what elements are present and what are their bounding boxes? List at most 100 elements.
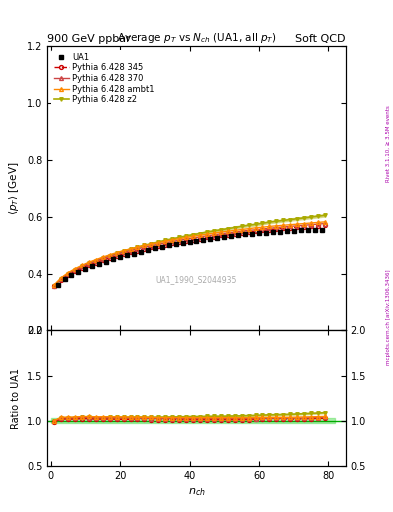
Pythia 6.428 345 xyxy=(59,277,63,283)
Text: mcplots.cern.ch [arXiv:1306.3436]: mcplots.cern.ch [arXiv:1306.3436] xyxy=(386,270,391,365)
Pythia 6.428 z2 xyxy=(86,260,91,266)
Pythia 6.428 370 xyxy=(316,221,320,227)
UA1 xyxy=(257,230,261,237)
UA1 xyxy=(125,252,129,258)
UA1 xyxy=(264,229,268,236)
Line: UA1: UA1 xyxy=(55,227,324,287)
Pythia 6.428 370 xyxy=(211,232,216,238)
Pythia 6.428 ambt1 xyxy=(114,249,119,255)
Pythia 6.428 ambt1 xyxy=(156,240,161,246)
Pythia 6.428 345 xyxy=(184,238,188,244)
Pythia 6.428 370 xyxy=(219,231,223,237)
Pythia 6.428 370 xyxy=(114,251,119,258)
Pythia 6.428 345 xyxy=(94,260,98,266)
Pythia 6.428 ambt1 xyxy=(323,219,327,225)
Pythia 6.428 ambt1 xyxy=(309,220,314,226)
Pythia 6.428 345 xyxy=(163,242,167,248)
Pythia 6.428 z2 xyxy=(128,246,133,252)
Pythia 6.428 ambt1 xyxy=(184,234,188,241)
Pythia 6.428 370 xyxy=(281,224,286,230)
Pythia 6.428 345 xyxy=(219,232,223,239)
Pythia 6.428 345 xyxy=(66,272,70,278)
Pythia 6.428 ambt1 xyxy=(205,231,209,237)
Pythia 6.428 z2 xyxy=(198,230,202,237)
Pythia 6.428 345 xyxy=(253,228,258,234)
Pythia 6.428 370 xyxy=(73,267,77,273)
Pythia 6.428 z2 xyxy=(142,242,147,248)
Pythia 6.428 345 xyxy=(79,265,84,271)
UA1 xyxy=(160,244,164,250)
Pythia 6.428 z2 xyxy=(149,241,154,247)
Pythia 6.428 z2 xyxy=(107,252,112,259)
Pythia 6.428 345 xyxy=(295,224,299,230)
Pythia 6.428 345 xyxy=(142,246,147,252)
Pythia 6.428 z2 xyxy=(274,218,279,224)
UA1 xyxy=(69,272,74,278)
Pythia 6.428 z2 xyxy=(156,239,161,245)
Pythia 6.428 345 xyxy=(316,223,320,229)
Pythia 6.428 345 xyxy=(149,244,154,250)
Legend: UA1, Pythia 6.428 345, Pythia 6.428 370, Pythia 6.428 ambt1, Pythia 6.428 z2: UA1, Pythia 6.428 345, Pythia 6.428 370,… xyxy=(51,50,157,107)
Pythia 6.428 345 xyxy=(211,233,216,240)
Pythia 6.428 370 xyxy=(66,270,70,276)
Pythia 6.428 z2 xyxy=(114,250,119,257)
Pythia 6.428 345 xyxy=(267,227,272,233)
Pythia 6.428 345 xyxy=(191,237,195,243)
Pythia 6.428 345 xyxy=(121,251,126,257)
Pythia 6.428 ambt1 xyxy=(198,232,202,238)
Pythia 6.428 ambt1 xyxy=(232,227,237,233)
Pythia 6.428 z2 xyxy=(79,263,84,269)
Pythia 6.428 ambt1 xyxy=(121,247,126,253)
Pythia 6.428 345 xyxy=(323,222,327,228)
Pythia 6.428 345 xyxy=(260,227,265,233)
Pythia 6.428 z2 xyxy=(219,227,223,233)
Pythia 6.428 345 xyxy=(177,239,182,245)
Pythia 6.428 z2 xyxy=(211,228,216,234)
Pythia 6.428 z2 xyxy=(316,213,320,219)
Pythia 6.428 ambt1 xyxy=(191,233,195,240)
Pythia 6.428 z2 xyxy=(302,215,307,221)
Pythia 6.428 ambt1 xyxy=(163,238,167,244)
Pythia 6.428 345 xyxy=(226,231,230,238)
Pythia 6.428 370 xyxy=(246,227,251,233)
Pythia 6.428 z2 xyxy=(288,217,293,223)
Pythia 6.428 z2 xyxy=(323,212,327,219)
Pythia 6.428 370 xyxy=(59,275,63,282)
UA1 xyxy=(229,233,233,239)
UA1 xyxy=(208,236,213,242)
Pythia 6.428 ambt1 xyxy=(281,222,286,228)
UA1 xyxy=(187,239,192,245)
Pythia 6.428 z2 xyxy=(246,222,251,228)
Pythia 6.428 370 xyxy=(295,223,299,229)
Pythia 6.428 ambt1 xyxy=(128,246,133,252)
Pythia 6.428 345 xyxy=(128,249,133,255)
Pythia 6.428 z2 xyxy=(135,244,140,250)
Pythia 6.428 370 xyxy=(205,233,209,239)
UA1 xyxy=(145,247,150,253)
Line: Pythia 6.428 ambt1: Pythia 6.428 ambt1 xyxy=(52,220,327,287)
UA1 xyxy=(152,245,157,251)
Pythia 6.428 z2 xyxy=(232,224,237,230)
UA1 xyxy=(194,238,199,244)
UA1 xyxy=(62,276,67,282)
Pythia 6.428 ambt1 xyxy=(66,270,70,276)
Pythia 6.428 370 xyxy=(163,240,167,246)
Pythia 6.428 ambt1 xyxy=(302,221,307,227)
Pythia 6.428 370 xyxy=(323,221,327,227)
Pythia 6.428 ambt1 xyxy=(59,275,63,281)
Text: 900 GeV ppbar: 900 GeV ppbar xyxy=(47,33,131,44)
Pythia 6.428 345 xyxy=(114,253,119,259)
Pythia 6.428 z2 xyxy=(66,270,70,276)
UA1 xyxy=(180,240,185,246)
Pythia 6.428 370 xyxy=(149,243,154,249)
UA1 xyxy=(118,254,123,260)
UA1 xyxy=(90,263,95,269)
UA1 xyxy=(76,269,81,275)
UA1 xyxy=(298,227,303,233)
Pythia 6.428 ambt1 xyxy=(253,225,258,231)
UA1 xyxy=(312,227,317,233)
Pythia 6.428 370 xyxy=(121,249,126,255)
UA1 xyxy=(173,241,178,247)
Pythia 6.428 z2 xyxy=(191,231,195,238)
Pythia 6.428 z2 xyxy=(226,226,230,232)
